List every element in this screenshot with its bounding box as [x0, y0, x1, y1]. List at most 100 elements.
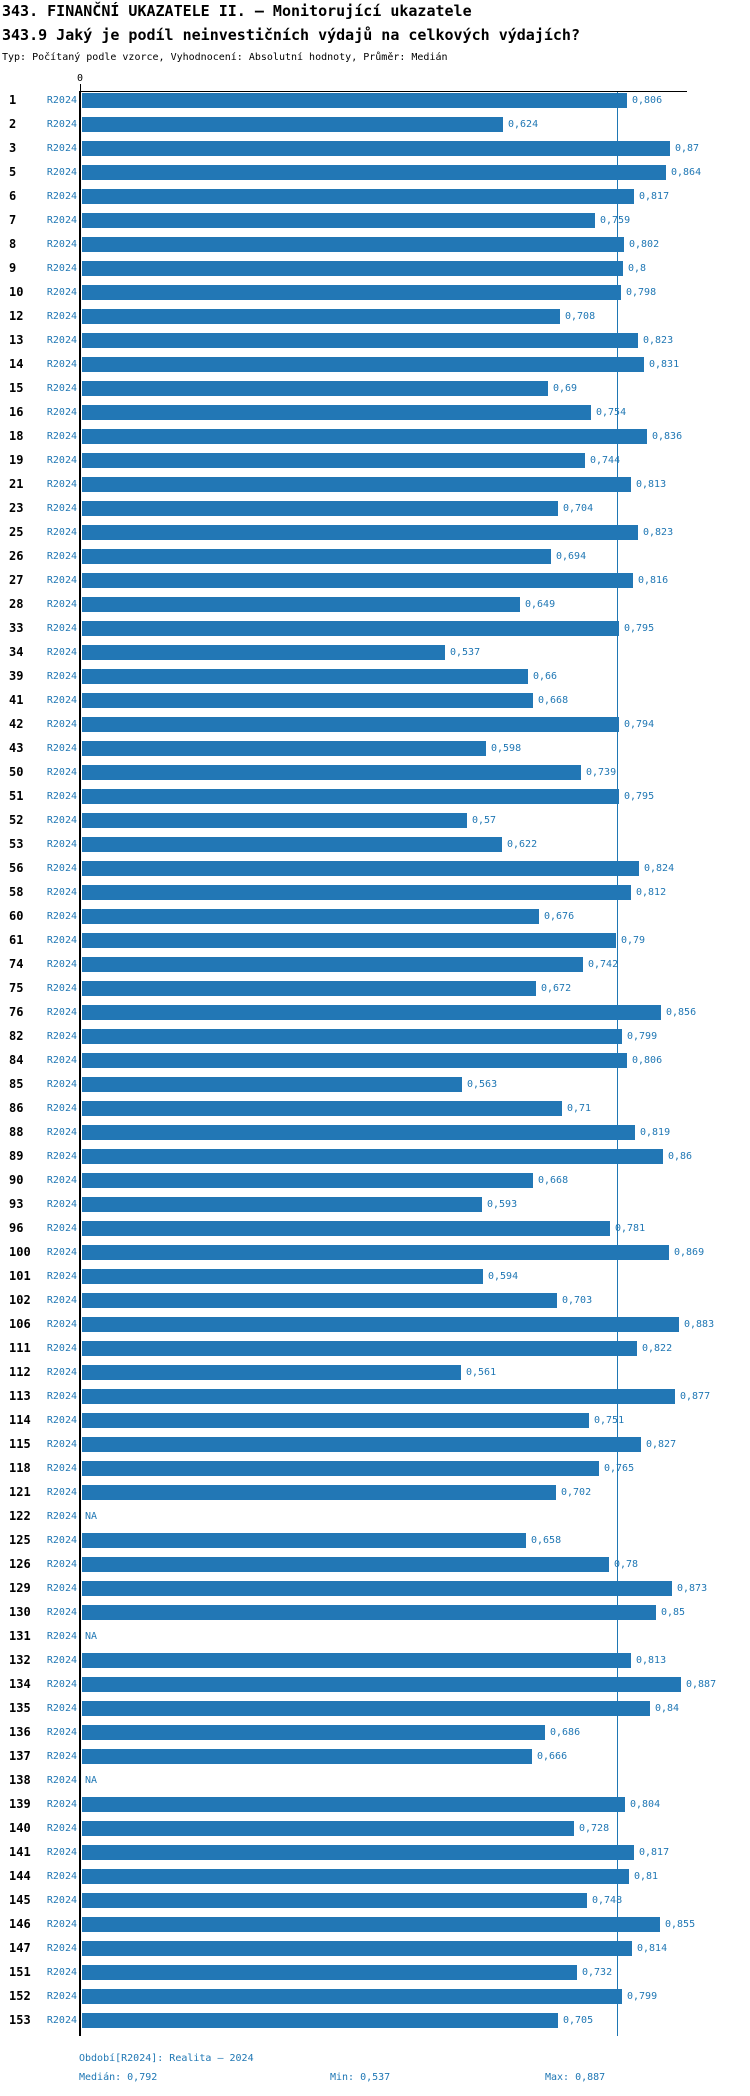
value-label: 0,748	[592, 1895, 623, 1906]
value-label: 0,702	[561, 1487, 592, 1498]
value-label: 0,855	[665, 1919, 696, 1930]
row-id-label: 101	[9, 1269, 31, 1283]
row-id-label: 82	[9, 1029, 24, 1043]
value-label: 0,824	[644, 863, 675, 874]
row-id-label: 114	[9, 1413, 31, 1427]
chart-row: 131 R2024 NA	[0, 1629, 750, 1653]
value-label: 0,823	[643, 335, 674, 346]
row-series-label: R2024	[46, 1775, 77, 1786]
value-label: 0,57	[472, 815, 497, 826]
row-id-label: 138	[9, 1773, 31, 1787]
value-bar	[82, 861, 639, 876]
value-label: 0,799	[627, 1991, 658, 2002]
value-bar	[82, 309, 560, 324]
chart-row: 61 R2024 0,79	[0, 933, 750, 957]
value-label: 0,81	[634, 1871, 659, 1882]
row-series-label: R2024	[46, 263, 77, 274]
value-label: 0,668	[538, 695, 569, 706]
value-bar	[82, 1605, 656, 1620]
row-series-label: R2024	[46, 1007, 77, 1018]
chart-row: 122 R2024 NA	[0, 1509, 750, 1533]
chart-row: 100 R2024 0,869	[0, 1245, 750, 1269]
row-series-label: R2024	[46, 1391, 77, 1402]
chart-row: 6 R2024 0,817	[0, 189, 750, 213]
row-series-label: R2024	[46, 1871, 77, 1882]
value-label: 0,806	[632, 1055, 663, 1066]
row-id-label: 88	[9, 1125, 24, 1139]
row-id-label: 6	[9, 189, 17, 203]
max-label: Max: 0,887	[545, 2072, 606, 2083]
chart-row: 2 R2024 0,624	[0, 117, 750, 141]
na-label: NA	[85, 1511, 98, 1522]
chart-row: 43 R2024 0,598	[0, 741, 750, 765]
value-bar	[82, 813, 467, 828]
value-label: 0,694	[556, 551, 587, 562]
value-bar	[82, 717, 619, 732]
y-axis-line	[79, 92, 81, 2036]
row-series-label: R2024	[46, 1199, 77, 1210]
row-id-label: 28	[9, 597, 24, 611]
row-series-label: R2024	[46, 1247, 77, 1258]
chart-row: 85 R2024 0,563	[0, 1077, 750, 1101]
value-bar	[82, 1413, 589, 1428]
row-series-label: R2024	[46, 1559, 77, 1570]
value-bar	[82, 93, 627, 108]
row-series-label: R2024	[46, 1031, 77, 1042]
row-id-label: 3	[9, 141, 17, 155]
row-id-label: 9	[9, 261, 17, 275]
chart-row: 106 R2024 0,883	[0, 1317, 750, 1341]
value-bar	[82, 141, 670, 156]
row-series-label: R2024	[46, 959, 77, 970]
value-bar	[82, 1989, 622, 2004]
chart-row: 153 R2024 0,705	[0, 2013, 750, 2037]
value-bar	[82, 693, 533, 708]
row-id-label: 139	[9, 1797, 31, 1811]
chart-row: 146 R2024 0,855	[0, 1917, 750, 1941]
value-bar	[82, 1677, 681, 1692]
chart-row: 19 R2024 0,744	[0, 453, 750, 477]
row-id-label: 85	[9, 1077, 24, 1091]
row-series-label: R2024	[46, 551, 77, 562]
row-series-label: R2024	[46, 719, 77, 730]
value-label: 0,795	[624, 623, 655, 634]
value-label: 0,883	[684, 1319, 715, 1330]
value-bar	[82, 117, 503, 132]
value-bar	[82, 285, 621, 300]
row-id-label: 75	[9, 981, 24, 995]
chart-row: 60 R2024 0,676	[0, 909, 750, 933]
chart-row: 141 R2024 0,817	[0, 1845, 750, 1869]
chart-row: 136 R2024 0,686	[0, 1725, 750, 1749]
row-id-label: 118	[9, 1461, 31, 1475]
x-axis-line	[79, 91, 687, 92]
row-id-label: 23	[9, 501, 24, 515]
row-id-label: 61	[9, 933, 24, 947]
row-series-label: R2024	[46, 863, 77, 874]
value-bar	[82, 165, 666, 180]
row-series-label: R2024	[46, 119, 77, 130]
value-bar	[82, 1125, 635, 1140]
value-bar	[82, 1293, 557, 1308]
value-bar	[82, 237, 624, 252]
row-id-label: 33	[9, 621, 24, 635]
row-series-label: R2024	[46, 1343, 77, 1354]
row-series-label: R2024	[46, 1967, 77, 1978]
value-bar	[82, 1557, 609, 1572]
row-id-label: 134	[9, 1677, 31, 1691]
chart-row: 34 R2024 0,537	[0, 645, 750, 669]
chart-row: 101 R2024 0,594	[0, 1269, 750, 1293]
chart-row: 113 R2024 0,877	[0, 1389, 750, 1413]
row-id-label: 111	[9, 1341, 31, 1355]
chart-row: 56 R2024 0,824	[0, 861, 750, 885]
value-label: 0,823	[643, 527, 674, 538]
chart-row: 50 R2024 0,739	[0, 765, 750, 789]
value-label: 0,649	[525, 599, 556, 610]
chart-row: 74 R2024 0,742	[0, 957, 750, 981]
row-id-label: 19	[9, 453, 24, 467]
row-id-label: 145	[9, 1893, 31, 1907]
na-label: NA	[85, 1775, 98, 1786]
chart-row: 151 R2024 0,732	[0, 1965, 750, 1989]
value-bar	[82, 213, 595, 228]
chart-row: 23 R2024 0,704	[0, 501, 750, 525]
chart-row: 139 R2024 0,804	[0, 1797, 750, 1821]
row-id-label: 141	[9, 1845, 31, 1859]
